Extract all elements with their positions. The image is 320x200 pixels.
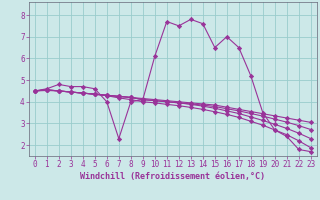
X-axis label: Windchill (Refroidissement éolien,°C): Windchill (Refroidissement éolien,°C) (80, 172, 265, 181)
